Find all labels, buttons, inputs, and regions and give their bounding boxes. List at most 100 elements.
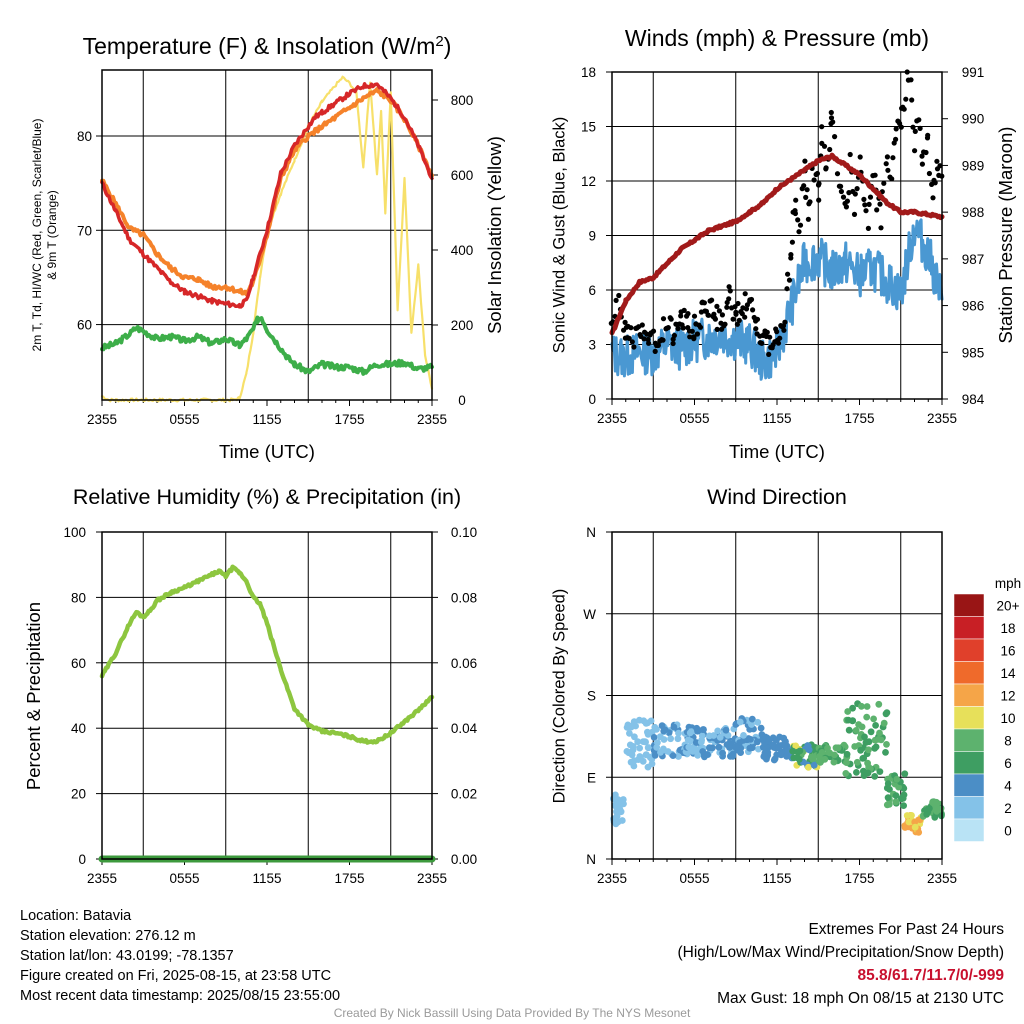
colorbar-label: 0: [1004, 823, 1012, 838]
wind-gust-point: [919, 161, 926, 167]
dir-point: [855, 721, 862, 728]
temp-title: Temperature (F) & Insolation (W/m2): [83, 33, 452, 60]
wind-gust-point: [675, 326, 681, 332]
max-gust: Max Gust: 18 mph On 08/15 at 2130 UTC: [717, 990, 1004, 1007]
wind-gust-point: [846, 190, 852, 196]
dir-point: [686, 729, 694, 737]
dir-frame: [611, 531, 943, 860]
wind-gust-point: [754, 316, 761, 322]
colorbar-swatch: [953, 706, 985, 730]
dir-point: [624, 721, 632, 729]
wind-gust-point: [788, 252, 794, 258]
colorbar-swatch: [953, 616, 985, 640]
dir-point: [933, 805, 940, 813]
wind-gust-point: [802, 158, 808, 164]
wind-frame: [611, 71, 943, 400]
rh-ytick-right-label: 0.08: [451, 590, 477, 605]
dir-point: [857, 746, 864, 754]
wind-gust-point: [785, 271, 791, 277]
wind-gust-point: [736, 317, 742, 323]
temp-ylabel-left-2: & 9m T (Orange): [45, 190, 59, 280]
dir-point: [830, 758, 838, 766]
wind-gust-point: [660, 337, 666, 343]
wind-gust-point: [792, 210, 799, 217]
dir-point: [617, 808, 625, 816]
dir-point: [875, 700, 883, 708]
dir-point: [636, 744, 643, 752]
dir-xtick-label: 1155: [762, 871, 791, 886]
dir-point: [883, 784, 891, 792]
dir-point: [872, 722, 879, 729]
dir-point: [647, 717, 655, 725]
wind-gust-point: [881, 180, 887, 186]
dir-point: [849, 717, 856, 725]
wind-gust-point: [865, 225, 872, 231]
wind-gust-point: [851, 211, 858, 217]
temp-ytick-right-label: 400: [451, 243, 474, 258]
rh-ytick-label: 100: [63, 525, 86, 540]
wind-gust-point: [743, 306, 750, 312]
wind-gust-point: [775, 340, 782, 346]
dir-point: [834, 744, 842, 752]
wind-gust-point: [823, 165, 829, 171]
dir-point: [870, 715, 877, 723]
dir-point: [650, 734, 658, 741]
dir-point: [863, 713, 871, 721]
dir-point: [727, 740, 735, 748]
wind-gust-point: [660, 316, 667, 322]
dir-point: [775, 744, 783, 752]
dir-xtick-label: 1755: [844, 871, 874, 886]
wind-gust-point: [828, 115, 835, 121]
dir-point: [892, 798, 900, 806]
dir-point: [739, 737, 747, 744]
wind-gust-point: [766, 351, 772, 357]
wind-gust-point: [840, 194, 847, 200]
dir-point: [729, 752, 737, 760]
colorbar-label: 20+: [997, 598, 1020, 613]
dir-point: [634, 738, 642, 746]
wind-gust-point: [893, 136, 899, 142]
dir-point: [716, 734, 724, 741]
wind-xtick-label: 0555: [679, 411, 709, 426]
wind-gust-point: [926, 170, 933, 177]
colorbar-label: 6: [1004, 756, 1012, 771]
wind-ytick-right-label: 987: [962, 252, 985, 267]
wind-gust-point: [774, 329, 780, 335]
colorbar-swatch: [953, 661, 985, 685]
wind-gust-point: [786, 277, 793, 283]
dir-point: [620, 800, 627, 808]
temp-ylabel-left: 2m T, Td, HI/WC (Red, Green, Scarlet/Blu…: [30, 119, 44, 352]
rh-xtick-label: 2355: [87, 871, 117, 886]
wind-gust-point: [795, 217, 801, 223]
rh-plot-area: [102, 532, 432, 859]
colorbar-swatch: [953, 796, 985, 820]
dir-point: [748, 721, 755, 728]
dir-point: [653, 744, 661, 751]
dir-point: [784, 747, 791, 755]
wind-gust-point: [844, 198, 851, 204]
wind-gust-point: [893, 126, 899, 132]
dir-point: [826, 749, 834, 757]
dir-title: Wind Direction: [707, 485, 847, 509]
dir-point: [782, 738, 789, 745]
rh-line: [99, 564, 435, 745]
dir-point: [658, 722, 666, 730]
wind-xtick-label: 2355: [597, 411, 627, 426]
credit-line: Created By Nick Bassill Using Data Provi…: [333, 1006, 691, 1020]
extremes-title: Extremes For Past 24 Hours: [808, 921, 1004, 938]
wind-ytick-label: 3: [588, 338, 596, 353]
dir-point: [871, 744, 879, 752]
dir-point: [714, 727, 722, 735]
wind-gust-point: [863, 208, 869, 214]
wind-gust-point: [670, 340, 676, 347]
dir-point: [664, 748, 672, 755]
colorbar-label: 16: [1000, 643, 1015, 658]
wind-gust-point: [930, 195, 936, 201]
wind-gust-point: [711, 315, 718, 321]
colorbar-swatch: [953, 683, 985, 707]
wind-gust-point: [847, 151, 853, 158]
colorbar-swatch: [953, 638, 985, 662]
wind-ylabel-left: Sonic Wind & Gust (Blue, Black): [550, 117, 568, 354]
colorbar-swatch: [953, 818, 985, 842]
